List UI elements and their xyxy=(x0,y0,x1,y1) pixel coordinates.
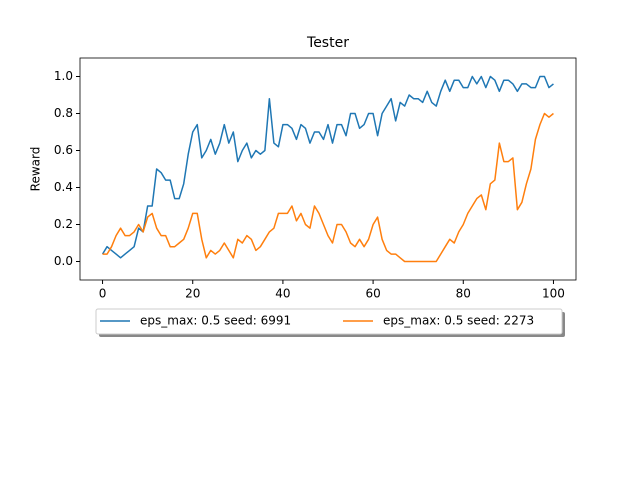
legend-box xyxy=(95,308,563,335)
y-axis-label: Reward xyxy=(29,147,43,192)
x-tick-label: 100 xyxy=(542,287,565,301)
legend-label: eps_max: 0.5 seed: 2273 xyxy=(383,314,534,328)
series-line xyxy=(101,75,554,259)
x-tick-label: 60 xyxy=(365,287,380,301)
series-line xyxy=(102,112,554,263)
x-tick-label: 20 xyxy=(185,287,200,301)
x-tick-label: 40 xyxy=(275,287,290,301)
plot-frame xyxy=(79,57,577,281)
y-tick-label: 1.0 xyxy=(54,69,73,83)
y-tick-label: 0.2 xyxy=(54,217,73,231)
legend-label: eps_max: 0.5 seed: 6991 xyxy=(140,314,291,328)
y-tick-label: 0.8 xyxy=(54,106,73,120)
chart-title: Tester xyxy=(306,35,349,51)
y-tick-label: 0.0 xyxy=(54,254,73,268)
x-tick-label: 0 xyxy=(99,287,107,301)
x-tick-label: 80 xyxy=(456,287,471,301)
y-tick-label: 0.6 xyxy=(54,143,73,157)
y-tick-label: 0.4 xyxy=(54,180,73,194)
